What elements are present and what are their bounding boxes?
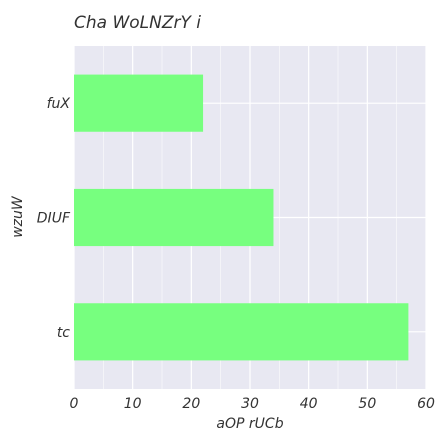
y-tick-labels: fuX DIUF tc	[37, 96, 71, 341]
bars	[74, 74, 409, 361]
bar-tc	[74, 303, 409, 361]
x-tick-labels: 0 10 20 30 40 50 60	[70, 396, 435, 412]
bar-fuX	[74, 74, 204, 132]
x-tick-label: 30	[241, 396, 259, 412]
y-tick-label: fuX	[47, 96, 71, 112]
y-tick-label: tc	[57, 325, 70, 341]
chart-title: Cha WoLNZrY i	[74, 13, 201, 33]
x-tick-label: 0	[70, 396, 79, 412]
x-tick-label: 40	[300, 396, 318, 412]
y-axis-title: wzuW	[10, 195, 26, 238]
x-tick-label: 60	[417, 396, 435, 412]
x-axis-title: aOP rUCb	[216, 416, 283, 432]
y-tick-label: DIUF	[37, 211, 71, 227]
x-tick-label: 20	[182, 396, 200, 412]
x-tick-label: 10	[124, 396, 142, 412]
x-tick-label: 50	[358, 396, 376, 412]
bar-DIUF	[74, 188, 274, 247]
